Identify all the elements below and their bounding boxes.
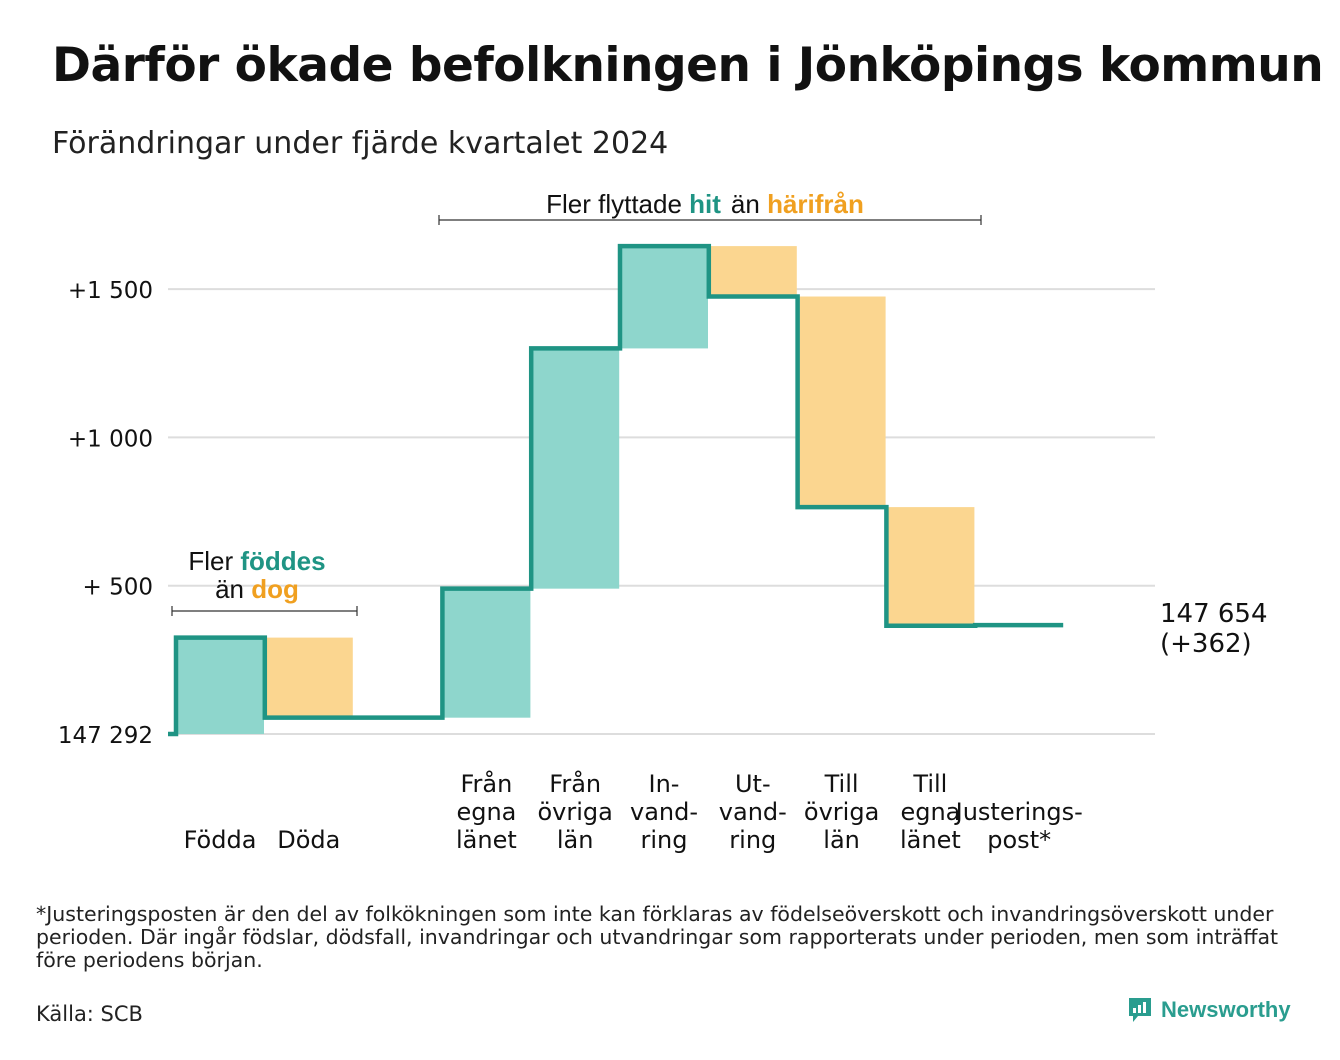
bar-increase <box>176 637 264 734</box>
x-tick-label: In- <box>649 770 680 798</box>
cumulative-step-line <box>168 243 1064 737</box>
svg-text:Fler föddes: Fler föddes <box>188 546 325 576</box>
bars <box>176 246 975 734</box>
brand-logo: Newsworthy <box>1127 996 1291 1024</box>
x-tick-label: ring <box>729 826 776 854</box>
x-tick-label: egna <box>900 798 960 826</box>
x-tick-label: länet <box>456 826 517 854</box>
newsworthy-logo-icon <box>1129 998 1151 1022</box>
chart-title: Därför ökade befolkningen i Jönköpings k… <box>52 38 1324 93</box>
y-axis-ticks: 147 292 + 500 +1 000 +1 500 <box>58 278 153 749</box>
migration-annotation-mid: än <box>731 189 767 219</box>
x-tick-label: Födda <box>184 826 257 854</box>
y-tick-label: +1 000 <box>68 426 153 452</box>
footnote: *Justeringsposten är den del av folkökni… <box>36 902 1279 972</box>
source-note: Källa: SCB <box>36 1002 143 1026</box>
cumulative-line <box>168 243 1064 737</box>
migration-annotation-highlight-in: hit <box>689 189 721 219</box>
bar-decrease <box>797 296 886 508</box>
x-tick-label: Ut- <box>735 770 771 798</box>
births-annotation-highlight: föddes <box>240 546 325 576</box>
x-tick-label: Justerings- <box>954 798 1083 826</box>
x-tick-label: Döda <box>277 826 340 854</box>
bar-decrease <box>886 507 975 626</box>
bar-increase <box>531 348 620 589</box>
deaths-annotation-pre: än <box>215 574 251 604</box>
births-annotation-pre: Fler <box>188 546 240 576</box>
bar-increase <box>442 588 531 718</box>
x-tick-label: Från <box>549 769 601 798</box>
x-axis-labels: Födda DödaFrånegnalänetFrånövrigalänIn-va… <box>184 769 1083 854</box>
x-tick-label: vand- <box>719 798 787 826</box>
svg-text:än dog: än dog <box>215 574 299 604</box>
bar-decrease <box>708 246 797 297</box>
chart-subtitle: Förändringar under fjärde kvartalet 2024 <box>52 126 669 161</box>
x-tick-label: Till <box>824 770 859 798</box>
y-tick-label: 147 292 <box>58 723 153 749</box>
x-tick-label: vand- <box>630 798 698 826</box>
brand-name: Newsworthy <box>1161 997 1291 1022</box>
x-tick-label: län <box>557 826 594 854</box>
end-value-label: 147 654 <box>1160 599 1268 629</box>
x-tick-label: Till <box>912 770 947 798</box>
migration-annotation-highlight-out: härifrån <box>767 189 864 219</box>
migration-annotation: Fler flyttade hit än härifrån <box>438 189 982 225</box>
x-tick-label: egna <box>456 798 516 826</box>
x-tick-label: övriga <box>804 798 879 826</box>
x-tick-label: Från <box>460 769 512 798</box>
births-annotation: Fler föddes än dog <box>171 546 358 616</box>
x-tick-label: länet <box>900 826 961 854</box>
deaths-annotation-highlight: dog <box>251 574 299 604</box>
x-tick-label: post* <box>987 826 1051 854</box>
x-tick-label: län <box>823 826 860 854</box>
y-tick-label: + 500 <box>83 575 153 601</box>
bar-decrease <box>264 637 353 718</box>
x-tick-label: övriga <box>538 798 613 826</box>
x-tick-label: ring <box>641 826 688 854</box>
waterfall-chart: 147 292+ 500+1 000+1 500 Födda DödaFråneg… <box>58 189 1268 854</box>
end-change-label: (+362) <box>1160 629 1252 659</box>
bar-increase <box>620 246 708 349</box>
y-tick-label: +1 500 <box>68 278 153 304</box>
migration-annotation-pre: Fler flyttade <box>546 189 689 219</box>
